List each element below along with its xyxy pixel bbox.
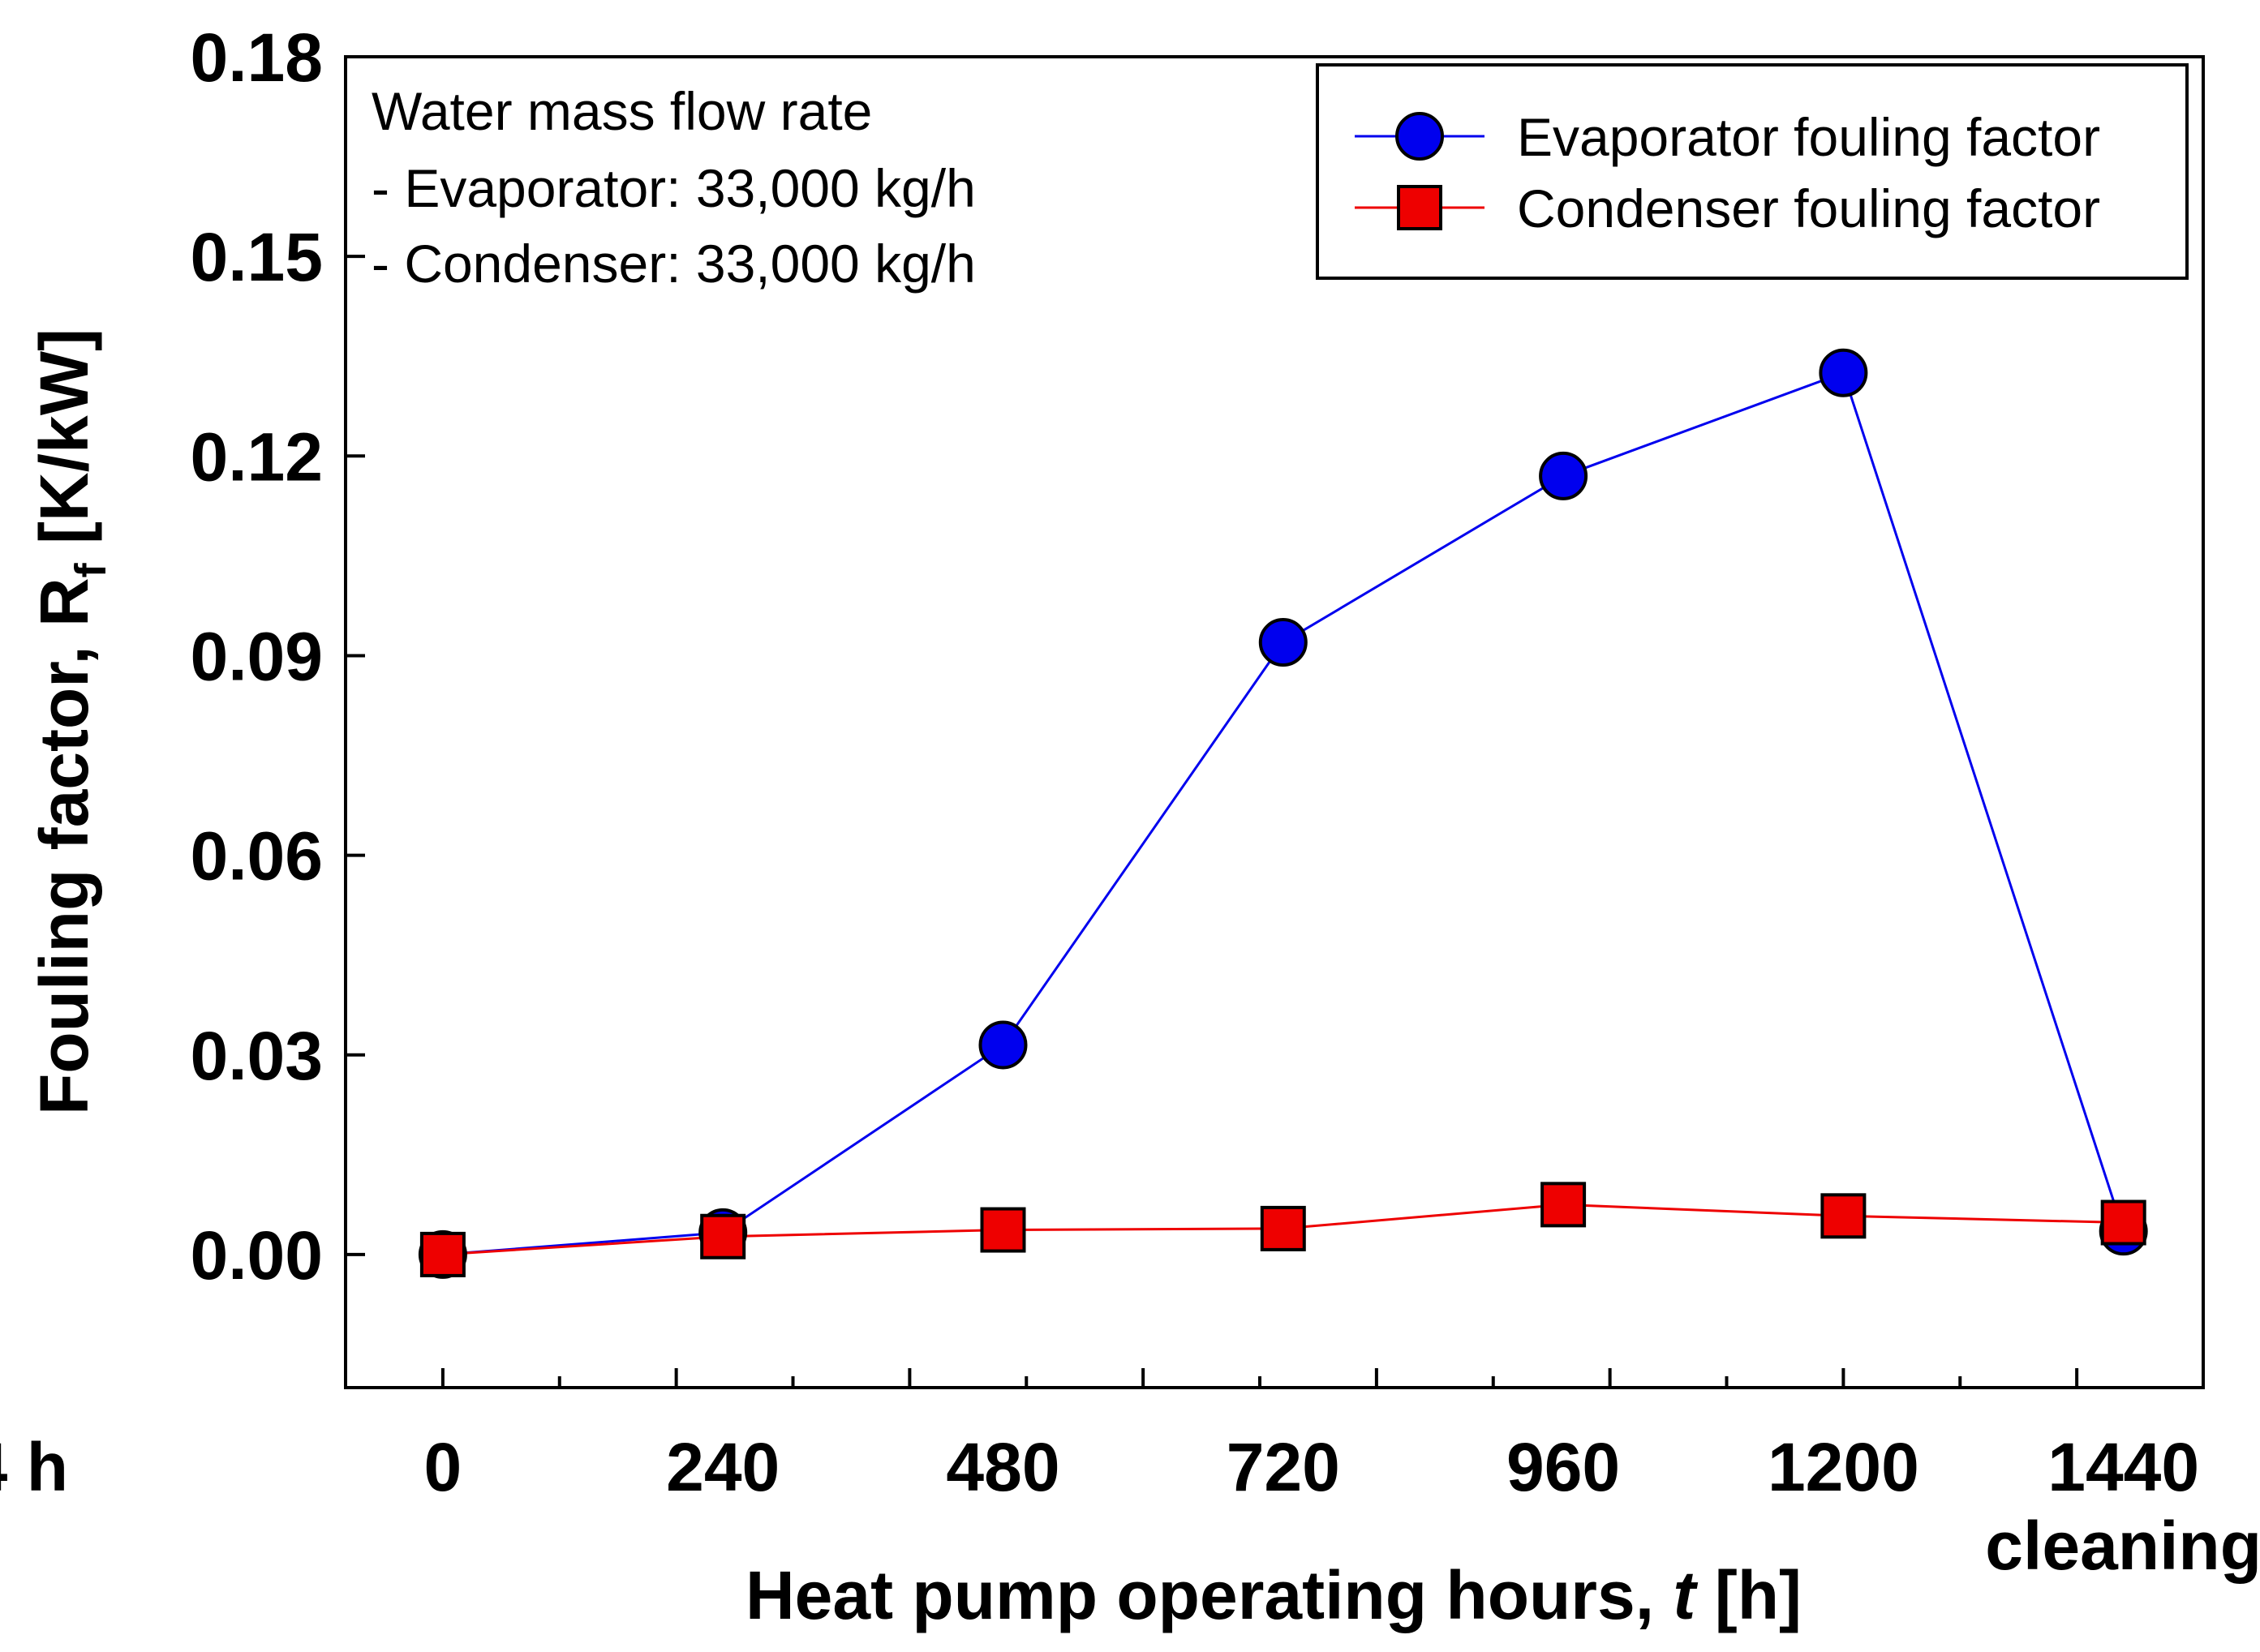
x-tick-label: 1440 [2047,1429,2199,1505]
x-tick-label: 480 [946,1429,1059,1505]
evaporator-point [1819,348,1868,397]
y-axis-title-main: Fouling factor, R [26,577,102,1115]
x-tick-label: 0 [424,1429,462,1505]
legend-marker-evaporator [1395,112,1444,161]
condenser-point [419,1231,466,1277]
condenser-point [980,1207,1026,1253]
evaporator-point [1258,618,1308,667]
y-tick-label: 0.12 [191,418,324,495]
x-axis-title-prefix: Heat pump operating hours, [745,1557,1673,1633]
condenser-point [700,1213,746,1259]
y-tick-label: 0.03 [191,1018,324,1094]
condenser-point [1260,1205,1306,1251]
x-axis-title-suffix: [h] [1695,1557,1802,1633]
evaporator-point [1539,451,1588,500]
legend: Evaporator fouling factor Condenser foul… [1316,63,2189,280]
y-tick-label: 0.09 [191,618,324,694]
x-tick-label-cleaning: cleaning [1985,1508,2260,1584]
flow-rate-annotation: Water mass flow rate - Evaporator: 33,00… [372,81,976,294]
x-tick-label: 720 [1227,1429,1340,1505]
evaporator-point [978,1020,1028,1070]
plot-area: 0.00 0.03 0.06 0.09 0.12 0.15 0.18 0 240 480 720 96… [0,19,2260,1584]
axis-ticks [346,55,2079,1388]
svg-text:Fouling factor, Rf [K/kW]: Fouling factor, Rf [K/kW] [26,328,115,1115]
condenser-point [2100,1199,2146,1246]
series-line-evaporator [442,371,2125,1256]
annotation-line-3: - Condenser: 33,000 kg/h [372,234,976,294]
y-tick-label: 0.18 [191,19,324,96]
x-axis-title-variable: t [1673,1557,1698,1633]
legend-label-condenser: Condenser fouling factor [1517,178,2100,238]
legend-marker-condenser [1397,185,1442,230]
annotation-line-2: - Evaporator: 33,000 kg/h [372,158,976,218]
x-tick-label: 240 [666,1429,780,1505]
x-axis-title: Heat pump operating hours, t [h] [745,1557,1802,1633]
y-axis-title-unit: [K/kW] [26,328,102,563]
svg-text:Heat pump operating hours, t [: Heat pump operating hours, t [h] [745,1557,1802,1633]
y-tick-label: 0.15 [191,219,324,295]
condenser-point [1540,1182,1587,1228]
series-lines [442,371,2125,1256]
x-tick-label: 1200 [1768,1429,1919,1505]
x-tick-label: 960 [1506,1429,1620,1505]
annotation-line-1: Water mass flow rate [372,81,872,141]
axis-tick-labels: 0.00 0.03 0.06 0.09 0.12 0.15 0.18 0 240 480 720 96… [0,19,2260,1584]
condenser-point [1820,1193,1867,1239]
legend-box [1316,63,2189,280]
series-markers [418,348,2148,1279]
y-tick-label: 0.00 [191,1217,324,1294]
legend-label-evaporator: Evaporator fouling factor [1517,107,2100,167]
y-axis-title: Fouling factor, Rf [K/kW] [26,328,115,1115]
plot-frame [344,55,2205,1389]
y-tick-label: 0.06 [191,818,324,895]
y-axis-title-subscript: f [67,562,115,577]
x-tick-label: 24 h [0,1429,68,1505]
